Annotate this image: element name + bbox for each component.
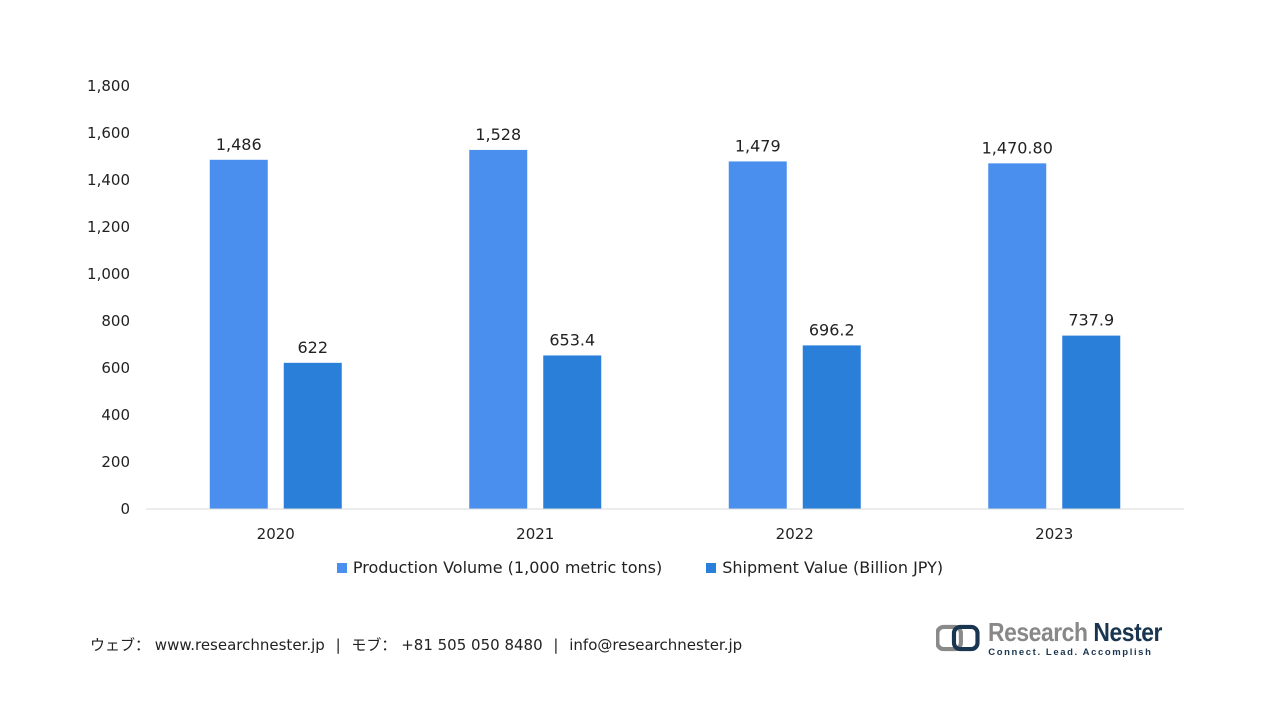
y-tick-label: 1,400 <box>87 171 130 189</box>
contact-footer: ウェブ： www.researchnester.jp | モブ： +81 505… <box>90 634 742 655</box>
bar <box>469 149 528 510</box>
x-tick-label: 2021 <box>516 525 554 543</box>
logo-mark-icon <box>936 624 980 652</box>
x-tick-label: 2023 <box>1035 525 1073 543</box>
y-tick-label: 400 <box>101 406 130 424</box>
bar <box>988 163 1047 509</box>
data-label: 696.2 <box>809 320 855 339</box>
web-url[interactable]: www.researchnester.jp <box>154 636 325 654</box>
x-tick-label: 2020 <box>257 525 295 543</box>
y-axis: 0 200 400 600 800 1,000 1,200 1,400 1,600 1,800 <box>87 77 130 518</box>
bar <box>802 345 861 509</box>
research-nester-logo: Research Nester Connect. Lead. Accomplis… <box>936 616 1186 660</box>
legend: Production Volume (1,000 metric tons) Sh… <box>0 558 1280 577</box>
bars: 1,486 622 1,528 653.4 1,479 696.2 1,470.80 737.… <box>209 125 1121 510</box>
data-label: 1,470.80 <box>982 138 1053 157</box>
data-label: 737.9 <box>1068 311 1114 330</box>
email-address[interactable]: info@researchnester.jp <box>569 636 743 654</box>
y-tick-label: 600 <box>101 359 130 377</box>
y-tick-label: 1,800 <box>87 77 130 95</box>
bar <box>209 159 268 510</box>
phone-label: モブ： <box>351 636 397 654</box>
data-label: 1,479 <box>735 136 781 155</box>
bar <box>543 355 602 509</box>
y-tick-label: 200 <box>101 453 130 471</box>
legend-item-shipment: Shipment Value (Billion JPY) <box>706 558 943 577</box>
y-tick-label: 800 <box>101 312 130 330</box>
bar <box>1062 335 1121 509</box>
x-tick-label: 2022 <box>776 525 814 543</box>
logo-tagline: Connect. Lead. Accomplish <box>988 647 1153 658</box>
data-label: 653.4 <box>549 330 595 349</box>
legend-label-shipment: Shipment Value (Billion JPY) <box>722 558 944 577</box>
legend-item-production: Production Volume (1,000 metric tons) <box>336 558 663 577</box>
separator: | <box>553 636 559 654</box>
bar <box>283 362 342 509</box>
phone-number: +81 505 050 8480 <box>401 636 543 654</box>
bar-chart: 0 200 400 600 800 1,000 1,200 1,400 1,600 1,800 1… <box>87 77 1184 543</box>
y-tick-label: 1,000 <box>87 265 130 283</box>
logo-name: Research Nester <box>988 617 1163 647</box>
data-label: 622 <box>297 338 328 357</box>
y-tick-label: 1,200 <box>87 218 130 236</box>
legend-label-production: Production Volume (1,000 metric tons) <box>352 558 663 577</box>
x-axis: 2020 2021 2022 2023 <box>146 508 1184 543</box>
web-label: ウェブ： <box>90 636 151 654</box>
separator: | <box>335 636 341 654</box>
data-label: 1,528 <box>475 125 521 144</box>
legend-swatch-production <box>336 562 347 573</box>
legend-swatch-shipment <box>706 562 717 573</box>
bar <box>728 161 787 509</box>
y-tick-label: 0 <box>120 500 130 518</box>
y-tick-label: 1,600 <box>87 124 130 142</box>
data-label: 1,486 <box>216 135 262 154</box>
